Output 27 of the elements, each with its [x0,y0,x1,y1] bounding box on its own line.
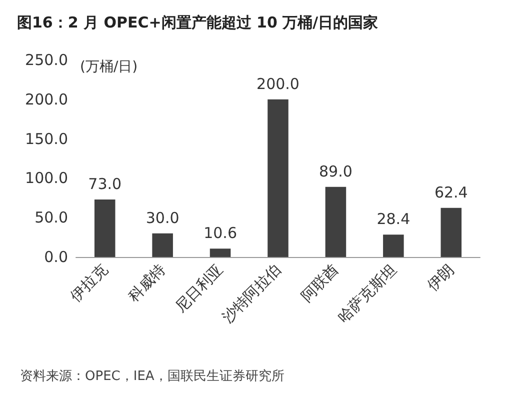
data-label: 89.0 [319,162,352,180]
bar [268,99,288,257]
y-axis-title: (万桶/日) [80,59,138,75]
text: 资料来源：OPEC，IEA，国联民生证券研究所 [20,369,284,384]
bar [152,233,173,257]
data-label: 10.6 [204,224,237,242]
x-tick-label: 伊拉克 [66,260,112,306]
data-label: 30.0 [146,208,180,227]
data-label: 73.0 [88,174,122,193]
data-label: 28.4 [376,210,410,228]
bar [94,199,116,257]
y-tick-label: 50.0 [34,208,68,227]
data-label: 62.4 [434,183,468,202]
x-tick-label: 科威特 [124,260,169,306]
y-tick-label: 100.0 [25,169,68,188]
bar [325,186,346,257]
x-tick-label: 阿联酋 [298,260,342,306]
bar [383,234,404,257]
y-tick-label: 200.0 [25,90,68,108]
y-tick-label: 0.0 [44,248,68,266]
y-tick-label: 150.0 [25,130,68,148]
y-tick-label: 250.0 [25,51,68,69]
bar [210,248,231,257]
x-tick-label: 伊朗 [424,260,458,295]
bar [440,208,462,257]
chart-title: 图16：2 月 OPEC+闲置产能超过 10 万桶/日的国家 [17,14,378,32]
data-label: 200.0 [256,74,300,93]
